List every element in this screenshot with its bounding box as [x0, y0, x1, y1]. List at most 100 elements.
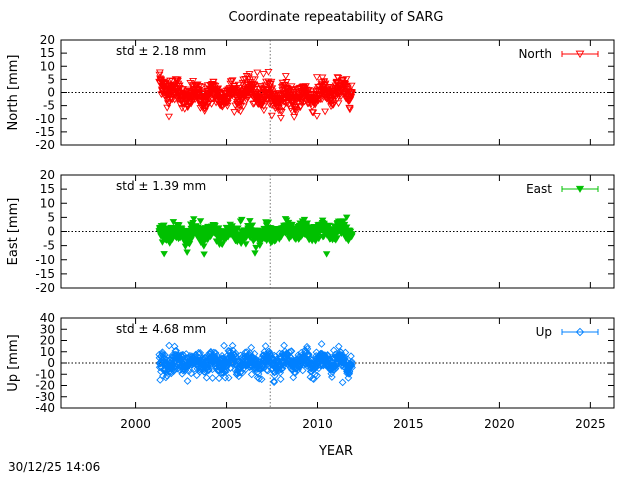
y-tick-label-east: -10	[35, 253, 55, 267]
data-point-east	[318, 217, 327, 225]
data-point-north	[292, 109, 301, 117]
data-point-east	[246, 218, 254, 225]
data-point-north	[312, 113, 321, 120]
data-point-north	[329, 101, 338, 109]
data-point-north	[223, 103, 232, 110]
y-tick-label-east: 5	[47, 210, 55, 224]
y-axis-label-east: East [mm]	[6, 198, 21, 266]
data-point-north	[228, 77, 237, 85]
timestamp: 30/12/25 14:06	[8, 460, 101, 474]
data-point-up	[202, 373, 211, 382]
data-point-up	[255, 374, 264, 383]
data-point-up	[341, 348, 350, 357]
data-point-up	[348, 363, 356, 372]
data-point-north	[275, 92, 284, 99]
data-point-east	[190, 216, 198, 223]
data-point-north	[180, 106, 189, 113]
data-point-up	[220, 341, 228, 350]
data-point-north	[175, 84, 184, 92]
y-tick-label-east: -15	[35, 267, 55, 281]
data-point-north	[347, 82, 356, 90]
data-point-up	[309, 375, 318, 384]
data-point-north	[245, 71, 254, 78]
data-point-north	[200, 108, 209, 115]
data-point-north	[259, 103, 268, 111]
data-point-north	[321, 108, 330, 116]
data-point-north	[237, 102, 246, 110]
data-point-up	[156, 376, 164, 384]
data-point-north	[343, 84, 352, 92]
data-point-up	[270, 378, 278, 387]
data-point-north	[173, 76, 182, 84]
data-point-north	[304, 87, 313, 94]
y-tick-label-up: -30	[35, 390, 55, 404]
data-points-up	[155, 340, 356, 387]
data-point-north	[348, 89, 357, 97]
data-point-east	[300, 216, 309, 224]
data-point-east	[303, 220, 311, 227]
data-point-up	[311, 370, 319, 379]
data-point-up	[205, 366, 213, 374]
data-point-up	[348, 360, 356, 369]
y-tick-label-east: -5	[43, 239, 55, 253]
data-point-up	[167, 369, 176, 378]
data-point-up	[224, 373, 233, 382]
legend-label-east: East	[526, 182, 552, 196]
data-point-north	[234, 81, 243, 89]
data-point-north	[215, 88, 224, 96]
data-point-east	[281, 216, 290, 223]
data-point-up	[317, 340, 326, 348]
data-point-up	[344, 374, 353, 382]
data-point-up	[196, 349, 205, 357]
data-point-north	[276, 115, 285, 122]
y-tick-label-up: -40	[35, 401, 55, 415]
data-point-east	[248, 222, 257, 229]
x-tick-label: 2025	[575, 417, 606, 431]
y-tick-label-east: 0	[47, 225, 55, 239]
data-point-east	[288, 221, 296, 229]
data-point-north	[165, 113, 173, 121]
data-point-north	[249, 101, 258, 108]
data-point-up	[159, 351, 167, 359]
legend-label-north: North	[518, 47, 552, 61]
data-point-east	[256, 242, 264, 249]
std-label-north: std ± 2.18 mm	[116, 44, 206, 58]
data-point-north	[259, 107, 268, 115]
data-point-up	[228, 341, 237, 350]
data-point-up	[231, 349, 240, 358]
data-point-up	[171, 365, 179, 373]
data-point-north	[199, 101, 208, 109]
y-tick-label-north: 20	[40, 33, 55, 47]
data-point-north	[209, 78, 218, 86]
data-point-up	[275, 366, 284, 375]
data-point-east	[183, 249, 191, 256]
data-point-up	[270, 377, 278, 385]
data-point-north	[267, 112, 276, 120]
data-point-east	[160, 251, 168, 258]
data-point-north	[282, 79, 291, 86]
data-point-north	[261, 82, 270, 90]
data-point-north	[225, 95, 234, 102]
data-point-up	[215, 374, 223, 383]
data-point-east	[196, 218, 205, 225]
legend-marker-east	[575, 185, 585, 193]
data-point-up	[298, 366, 307, 375]
y-tick-label-north: 15	[40, 46, 55, 60]
data-points-east	[155, 214, 356, 258]
legend-label-up: Up	[536, 325, 552, 339]
y-tick-label-north: 10	[40, 59, 55, 73]
data-point-north	[347, 91, 356, 98]
data-point-up	[338, 378, 347, 387]
data-point-up	[194, 348, 203, 357]
data-point-north	[195, 83, 204, 90]
data-point-up	[347, 358, 356, 367]
y-axis-label-up: Up [mm]	[6, 334, 21, 391]
data-point-east	[236, 218, 245, 225]
data-point-north	[266, 81, 275, 88]
x-axis-label: YEAR	[318, 444, 353, 459]
data-points-north	[155, 69, 357, 122]
data-point-north	[303, 87, 312, 95]
